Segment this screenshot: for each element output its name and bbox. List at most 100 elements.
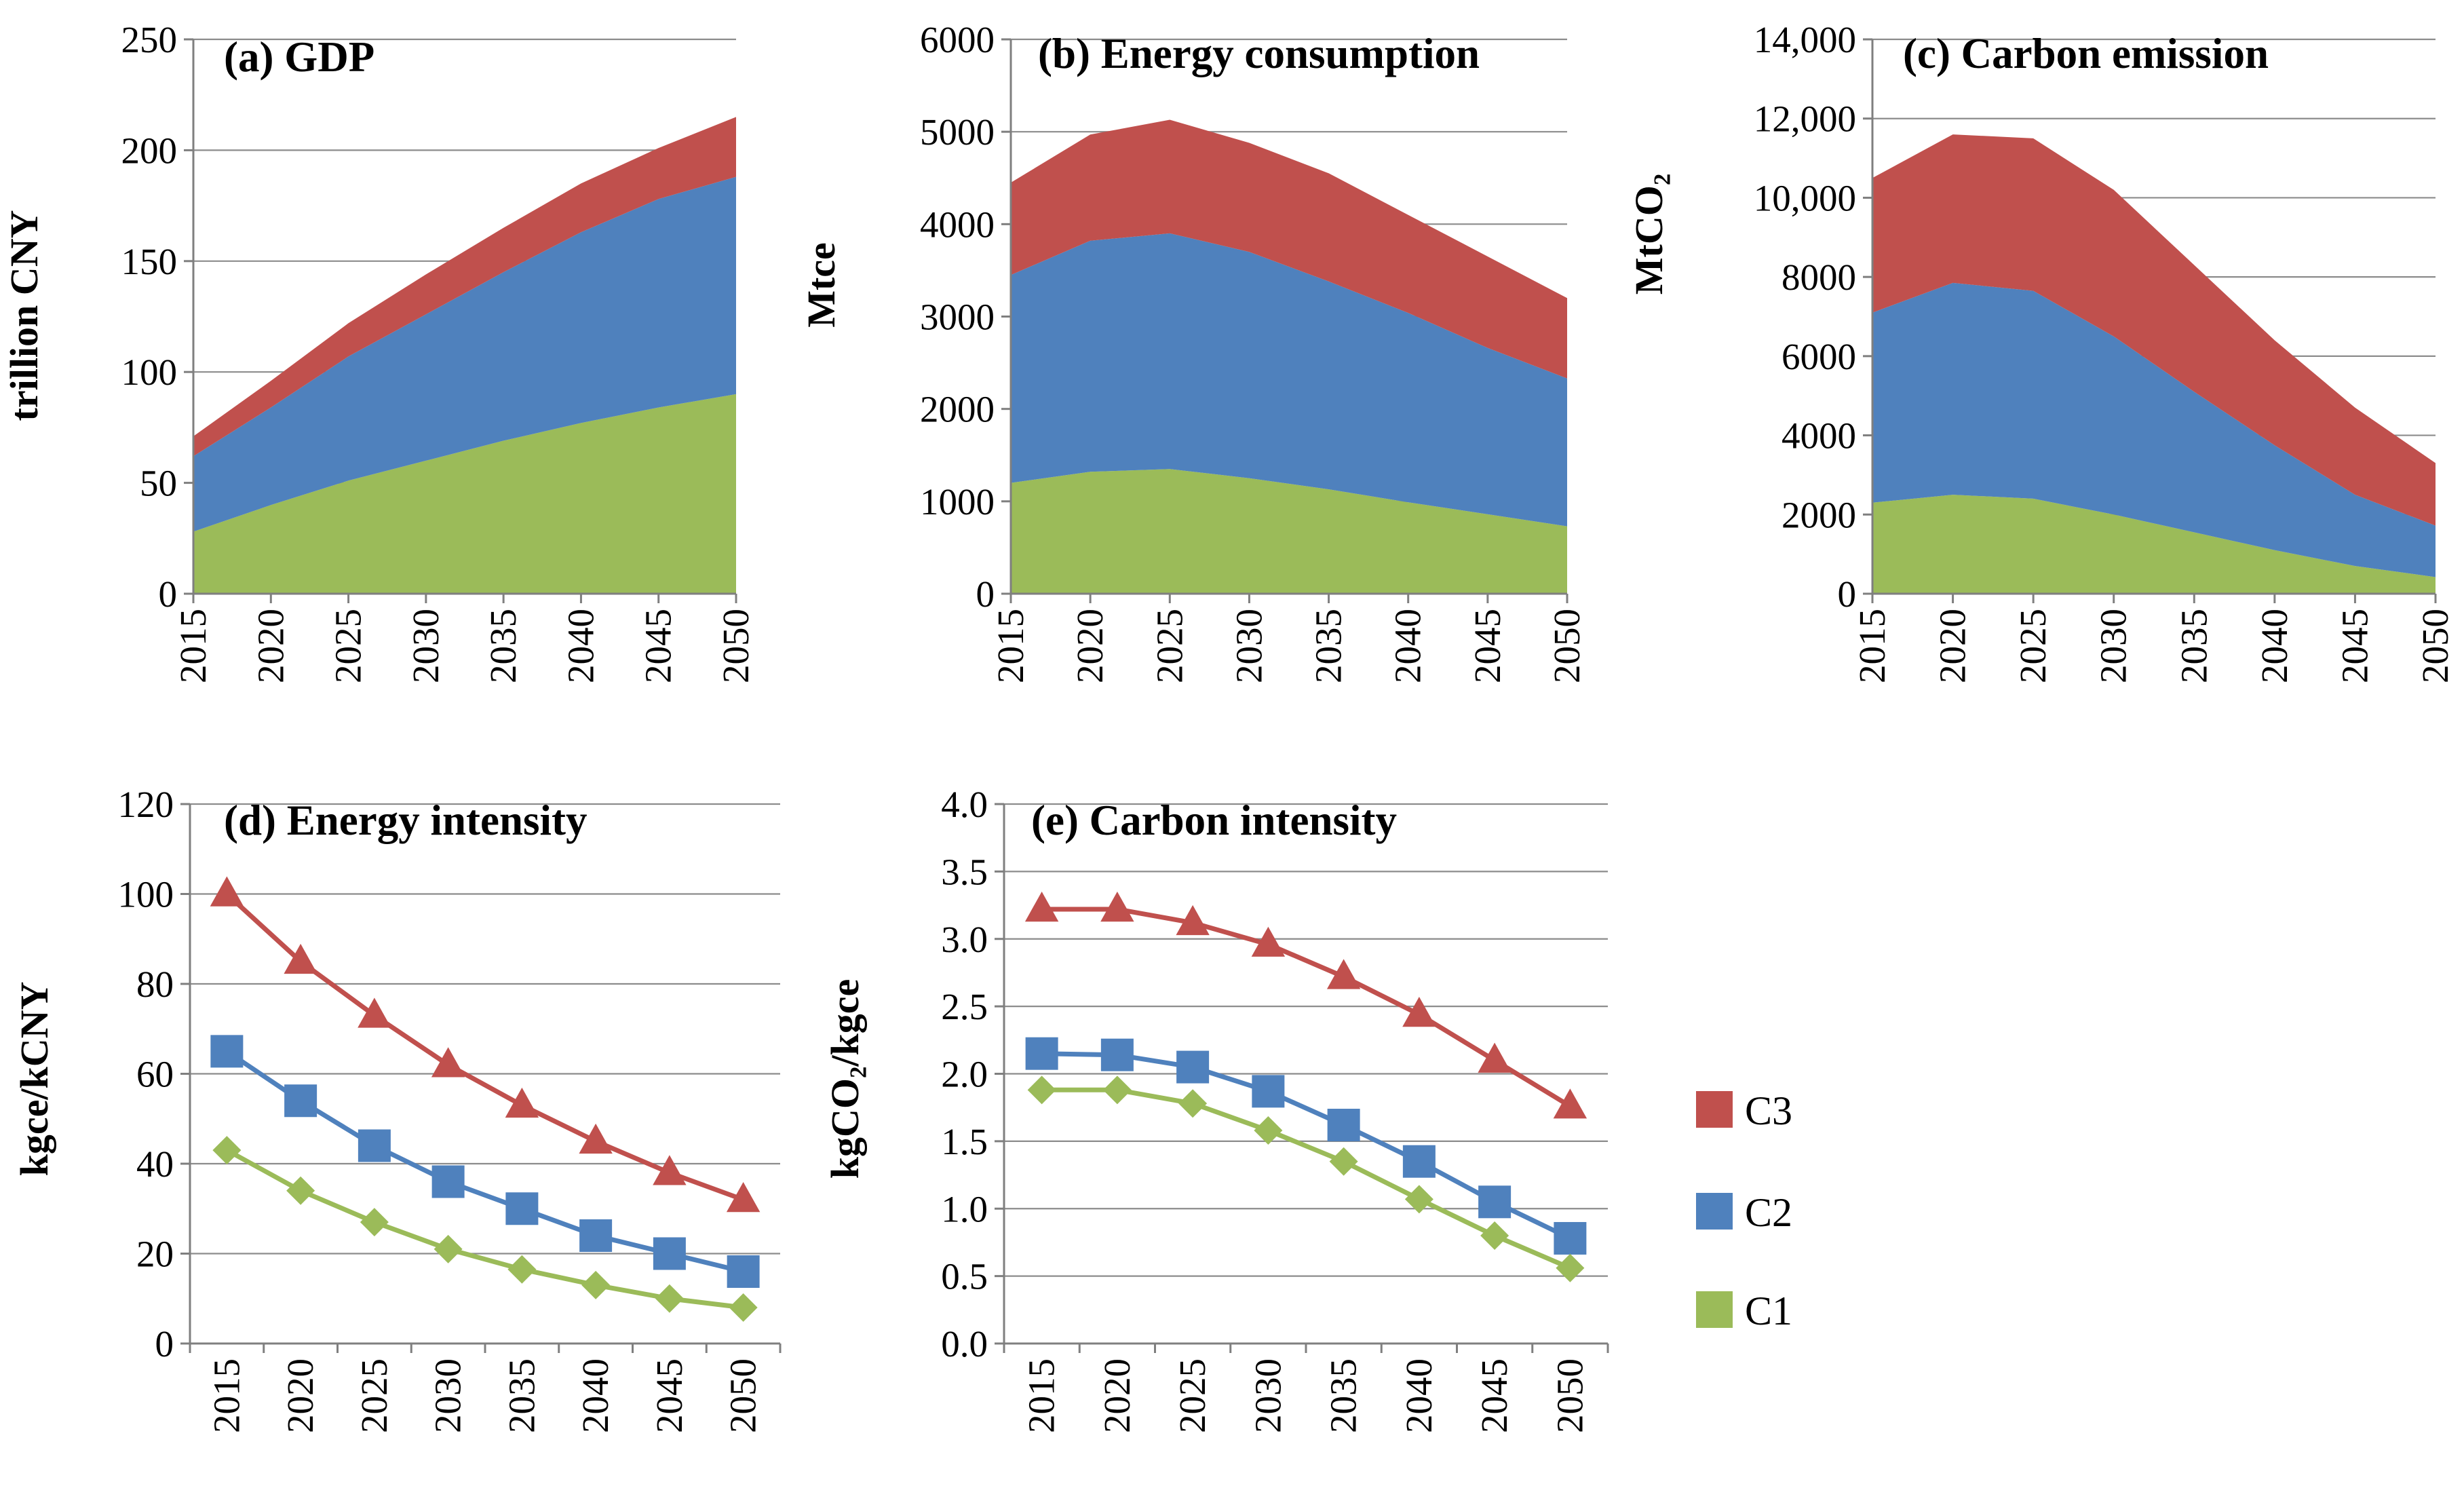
marker-C2 <box>1402 1145 1436 1178</box>
chart-title: (b) Energy consumption <box>1038 30 1480 77</box>
y-tick-label: 250 <box>121 19 178 60</box>
line-C3 <box>225 892 744 1202</box>
marker-C1 <box>655 1284 684 1313</box>
marker-C2 <box>284 1084 317 1118</box>
marker-C1 <box>1329 1147 1358 1176</box>
x-tick-label: 2015 <box>172 609 214 683</box>
x-tick-label: 2020 <box>250 609 291 683</box>
x-tick-label: 2015 <box>1021 1358 1062 1433</box>
legend-label-C2: C2 <box>1745 1190 1792 1235</box>
y-axis-label: trillion CNY <box>2 210 46 421</box>
x-tick-label: 2025 <box>2012 609 2054 683</box>
marker-C2 <box>1025 1037 1058 1070</box>
marker-C2 <box>653 1237 686 1270</box>
y-tick-label: 0 <box>1838 573 1857 615</box>
x-tick-label: 2040 <box>560 609 601 683</box>
y-tick-label: 8000 <box>1782 256 1856 298</box>
area-C3 <box>1872 134 2436 526</box>
y-tick-label: 10,000 <box>1754 177 1856 218</box>
y-tick-label: 2000 <box>920 389 995 430</box>
marker-C2 <box>1100 1038 1134 1071</box>
chart-b: 0 1000 2000 3000 4000 5000 6000 2015 2020 2025 203… <box>799 19 1587 683</box>
y-axis-label: kgCO₂/kgce <box>823 979 867 1179</box>
marker-C3 <box>210 876 244 907</box>
x-tick-label: 2025 <box>1172 1358 1213 1433</box>
x-tick-label: 2040 <box>575 1358 616 1433</box>
chart-c: 0 2000 4000 6000 8000 10,000 12,000 14,000 2015 2… <box>1627 19 2456 683</box>
marker-C3 <box>1402 997 1436 1027</box>
marker-C2 <box>579 1219 613 1252</box>
marker-C2 <box>1478 1185 1512 1219</box>
marker-C1 <box>1027 1075 1056 1105</box>
marker-C3 <box>505 1087 539 1118</box>
legend-swatch-C2 <box>1696 1193 1733 1230</box>
marker-C2 <box>1252 1075 1285 1108</box>
y-tick-label: 80 <box>136 964 174 1005</box>
y-tick-label: 3000 <box>920 297 995 338</box>
x-tick-label: 2025 <box>1149 609 1190 683</box>
legend: C3 C2 C1 <box>1696 1088 1792 1333</box>
marker-C1 <box>1556 1253 1585 1282</box>
x-tick-label: 2045 <box>638 609 679 683</box>
marker-C3 <box>284 943 317 974</box>
marker-C3 <box>358 997 391 1028</box>
marker-C1 <box>581 1270 611 1299</box>
marker-C2 <box>210 1035 244 1068</box>
x-tick-label: 2035 <box>501 1358 542 1433</box>
marker-C2 <box>431 1165 465 1198</box>
x-tick-label: 2045 <box>1467 609 1508 683</box>
x-tick-label: 2030 <box>1247 1358 1288 1433</box>
x-tick-label: 2020 <box>1932 609 1974 683</box>
area-C3 <box>1011 119 1567 379</box>
y-tick-label: 1.0 <box>941 1188 988 1230</box>
marker-C1 <box>360 1208 389 1237</box>
x-tick-label: 2025 <box>328 609 369 683</box>
x-tick-label: 2020 <box>280 1358 321 1433</box>
y-tick-label: 1.5 <box>941 1121 988 1162</box>
line-C1 <box>1041 1087 1571 1270</box>
marker-C1 <box>507 1255 537 1284</box>
x-tick-label: 2050 <box>1546 609 1587 683</box>
y-tick-label: 0.5 <box>941 1256 988 1297</box>
area-C1 <box>1011 469 1567 594</box>
x-tick-label: 2015 <box>990 609 1031 683</box>
line-C3 <box>1041 907 1572 1109</box>
area-C2 <box>1872 282 2436 577</box>
area-C2 <box>193 176 736 532</box>
y-tick-label: 0 <box>155 1323 174 1365</box>
legend-swatch-C3 <box>1696 1091 1733 1128</box>
y-tick-label: 4000 <box>920 204 995 245</box>
marker-C3 <box>1251 926 1286 957</box>
x-tick-label: 2030 <box>427 1358 469 1433</box>
x-tick-label: 2035 <box>2173 609 2214 683</box>
marker-C2 <box>358 1129 391 1162</box>
marker-C3 <box>579 1123 613 1154</box>
y-tick-label: 50 <box>140 463 177 504</box>
y-tick-label: 100 <box>121 351 178 393</box>
x-tick-label: 2035 <box>482 609 524 683</box>
y-tick-label: 120 <box>118 784 174 825</box>
y-tick-label: 40 <box>136 1143 174 1185</box>
x-tick-label: 2035 <box>1308 609 1349 683</box>
y-tick-label: 0.0 <box>941 1323 988 1365</box>
marker-C3 <box>1100 892 1134 922</box>
marker-C1 <box>1178 1089 1208 1118</box>
y-tick-label: 6000 <box>1782 336 1856 377</box>
y-tick-label: 60 <box>136 1054 174 1095</box>
x-tick-label: 2025 <box>353 1358 395 1433</box>
x-tick-label: 2050 <box>2414 609 2456 683</box>
marker-C3 <box>1478 1042 1512 1073</box>
chart-e: 0.0 0.5 1.0 1.5 2.0 2.5 3.0 3.5 4.0 2015 2020 2025 2… <box>823 784 1609 1433</box>
marker-C1 <box>286 1176 315 1205</box>
y-tick-label: 3.0 <box>941 919 988 960</box>
marker-C3 <box>1326 959 1361 989</box>
y-tick-label: 20 <box>136 1234 174 1275</box>
chart-title: (c) Carbon emission <box>1903 30 2269 77</box>
area-C3 <box>193 117 736 457</box>
marker-C3 <box>653 1155 687 1185</box>
chart-title: (a) GDP <box>224 33 374 81</box>
x-tick-label: 2040 <box>2254 609 2295 683</box>
x-tick-label: 2050 <box>723 1358 764 1433</box>
y-tick-label: 0 <box>159 573 178 615</box>
